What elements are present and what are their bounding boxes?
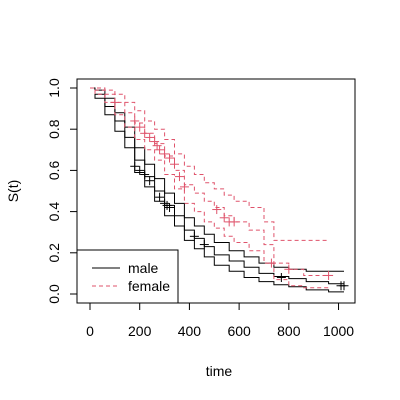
female-censor-mark — [140, 128, 150, 138]
y-tick-label: 0.0 — [46, 284, 62, 304]
female-censor-mark — [155, 145, 165, 155]
y-tick-label: 0.8 — [46, 119, 62, 139]
female-censor-mark — [145, 132, 155, 142]
male-censor-mark — [160, 198, 170, 208]
y-axis-title: S(t) — [5, 180, 21, 203]
male-censor-mark — [162, 200, 172, 210]
female-censor-mark — [150, 137, 160, 147]
male-censor-mark — [130, 161, 140, 171]
female-censor-mark — [170, 159, 180, 169]
x-tick-label: 800 — [277, 323, 301, 339]
x-tick-label: 600 — [227, 323, 251, 339]
series-layer — [90, 87, 349, 293]
female-censor-mark — [130, 116, 140, 126]
male-censor-mark — [199, 240, 209, 250]
female-censor-mark — [152, 141, 162, 151]
x-tick-label: 1000 — [323, 323, 354, 339]
axes-layer: 0 200 400 600 800 1000 0.0 0.2 0.4 0.6 0.8 1.0 — [46, 78, 354, 339]
female-censor-mark — [284, 264, 294, 274]
x-tick-label: 400 — [178, 323, 202, 339]
x-tick-label: 0 — [86, 323, 94, 339]
legend-label-female: female — [128, 278, 170, 294]
male-censor-mark — [145, 176, 155, 186]
legend-box — [76, 249, 179, 304]
male-censor-mark — [276, 273, 286, 283]
y-tick-label: 0.4 — [46, 202, 62, 222]
male-censor-mark — [135, 165, 145, 175]
x-tick-label: 200 — [128, 323, 152, 339]
female-lower-ci-line — [90, 87, 329, 289]
female-upper-ci-line — [90, 87, 329, 241]
male-lower-ci-line — [90, 87, 344, 293]
male-censor-mark — [189, 231, 199, 241]
x-axis-title: time — [206, 363, 233, 379]
male-censor-mark — [165, 202, 175, 212]
male-censor-mark — [140, 170, 150, 180]
y-tick-label: 1.0 — [46, 78, 62, 98]
female-censor-mark — [266, 258, 276, 268]
female-censor-mark — [324, 270, 334, 280]
female-censor-mark — [212, 205, 222, 215]
legend-label-male: male — [128, 260, 159, 276]
female-censor-mark — [219, 213, 229, 223]
legend: male female — [76, 249, 179, 304]
female-censor-mark — [229, 217, 239, 227]
female-censor-mark — [135, 122, 145, 132]
y-tick-label: 0.6 — [46, 160, 62, 180]
female-censor-mark — [179, 182, 189, 192]
male-censor-mark — [155, 192, 165, 202]
y-tick-label: 0.2 — [46, 243, 62, 263]
female-censor-mark — [165, 153, 175, 163]
male-estimate-line — [90, 87, 344, 285]
female-censor-mark — [174, 172, 184, 182]
female-censor-mark — [110, 97, 120, 107]
female-estimate-line — [90, 87, 329, 276]
male-censor-mark — [339, 281, 349, 291]
female-censor-mark — [160, 149, 170, 159]
